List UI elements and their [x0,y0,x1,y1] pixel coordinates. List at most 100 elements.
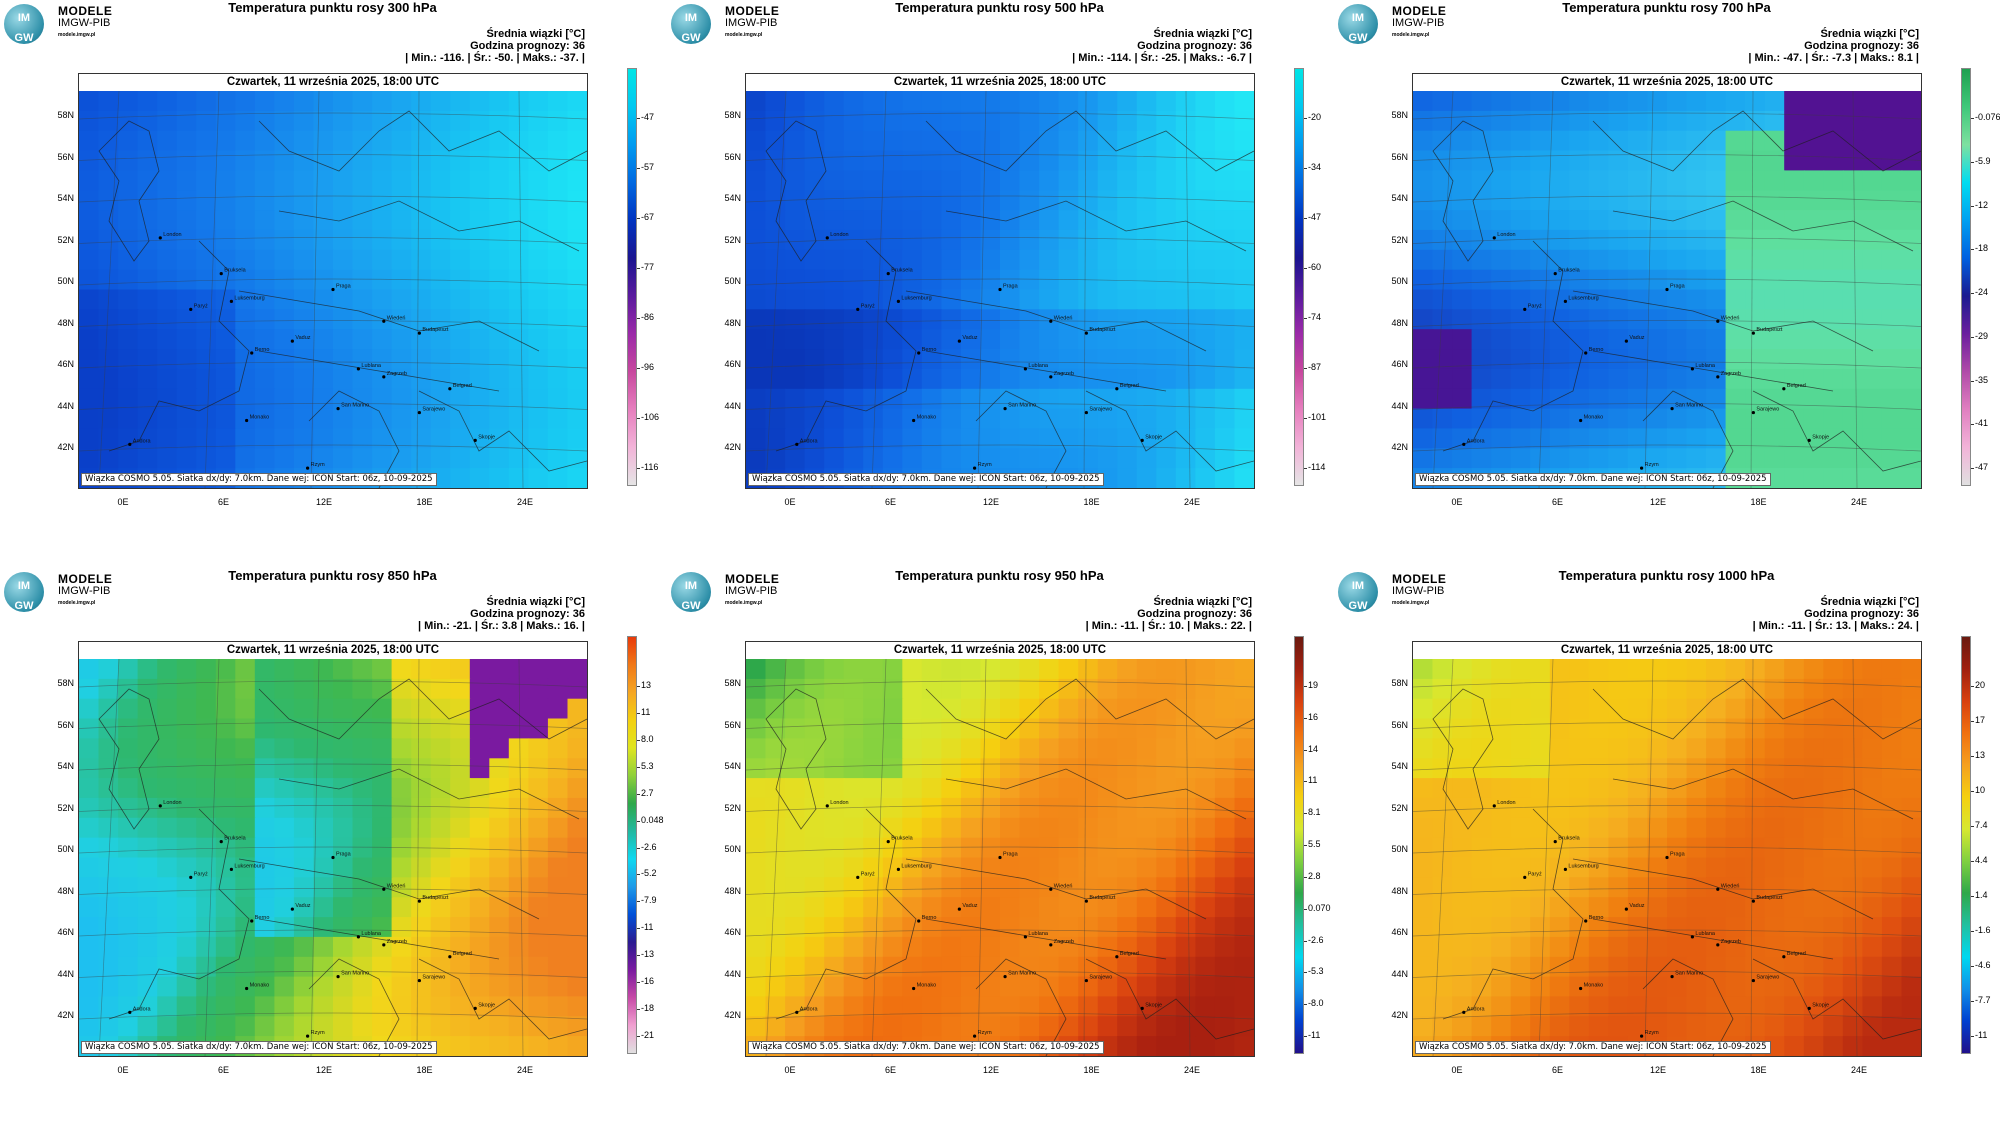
map-cell [1549,368,1571,390]
map-cell [1569,718,1590,740]
map-cell [508,797,530,819]
map-cell [547,857,569,879]
lat-label: 46N [724,927,741,937]
map-cell [1078,817,1099,839]
parallel-line [746,112,1254,120]
map-cell [450,468,471,488]
map-cell [98,956,119,978]
map-cell [235,91,256,112]
map-cell [765,368,786,390]
map-cell [1136,718,1158,740]
map-cell [1627,130,1649,152]
map-cell [1647,91,1668,112]
map-cell [176,91,198,112]
map-cell [902,718,923,740]
map-cell [1881,289,1903,311]
map-cell [1058,996,1080,1018]
map-cell [254,150,276,172]
map-cell [1039,269,1060,291]
map-cell [960,269,982,291]
lat-label: 42N [1391,1010,1408,1020]
map-cell [1823,448,1844,470]
map-cell [1706,388,1727,410]
map-cell [1078,877,1099,899]
meridian-line [1538,91,1554,488]
map-cell [1471,738,1493,760]
map-cell [1019,229,1040,251]
map-cell [1000,309,1021,331]
map-cell [547,917,569,938]
map-cell [469,1036,491,1056]
map-cell [1019,329,1040,351]
map-cell [1842,738,1864,760]
map-cell [372,150,393,172]
map-cell [352,837,373,859]
map-cell [1823,976,1844,998]
map-cell [1039,897,1060,919]
imgw-logo[interactable]: IM GW MODELE IMGW-PIB modele.imgw.pl [4,572,154,616]
map-cell [863,190,884,212]
map-cell [1019,190,1040,212]
map-cell [157,329,178,351]
map-cell [765,349,786,370]
map-cell [352,289,373,311]
imgw-logo[interactable]: IM GW MODELE IMGW-PIB modele.imgw.pl [671,572,821,616]
map-cell [1195,329,1216,351]
map-cell [1000,936,1021,958]
map-cell [1764,110,1786,132]
map-cell [1588,996,1610,1018]
map-area: Czwartek, 11 września 2025, 18:00 UTC Lo… [745,641,1255,1057]
map-cell [1530,936,1551,958]
map-cell [941,448,962,470]
map-cell [746,309,767,331]
map-cell [1842,91,1864,112]
map-cell [254,210,276,231]
map-cell [79,857,100,879]
map-cell [1901,329,1921,351]
map-cell [1647,996,1668,1018]
map-cell [1862,388,1883,410]
map-cell [746,996,767,1018]
map-cell [1588,388,1610,410]
map-cell [1510,190,1532,212]
map-cell [1842,897,1864,919]
map-cell [902,170,923,192]
map-cell [1058,289,1080,311]
map-cell [567,877,587,899]
map-cell [1039,797,1060,819]
city-marker [886,840,890,844]
map-cell [430,659,452,680]
border-line [1642,958,1734,1056]
map-cell [980,91,1001,112]
map-cell [176,329,198,351]
map-cell [313,408,334,430]
imgw-logo[interactable]: IM GW MODELE IMGW-PIB modele.imgw.pl [1338,572,1488,616]
map-cell [469,778,491,799]
map-cell [98,269,119,291]
meridian-line [204,659,220,1056]
map-cell [824,329,845,351]
map-cell [137,897,159,919]
map-cell [372,349,393,370]
parallel-line [746,278,1254,286]
city-marker [1716,375,1720,379]
map-cell [372,428,393,450]
map-cell [1491,797,1512,819]
imgw-logo[interactable]: IM GW MODELE IMGW-PIB modele.imgw.pl [1338,4,1488,48]
map-cell [1784,738,1805,760]
imgw-logo[interactable]: IM GW MODELE IMGW-PIB modele.imgw.pl [671,4,821,48]
map-cell [1842,797,1864,819]
map-cell [1725,797,1747,819]
map-cell [1156,936,1177,958]
map-cell [1530,1016,1551,1038]
map-cell [1549,778,1571,799]
map-cell [176,837,198,859]
imgw-logo[interactable]: IM GW MODELE IMGW-PIB modele.imgw.pl [4,4,154,48]
map-cell [1764,368,1786,390]
map-cell [1706,150,1727,172]
map-cell [882,857,904,879]
map-cell [1471,229,1493,251]
lon-label: 0E [784,497,796,507]
map-cell [1667,917,1688,938]
map-cell [1156,1036,1177,1056]
